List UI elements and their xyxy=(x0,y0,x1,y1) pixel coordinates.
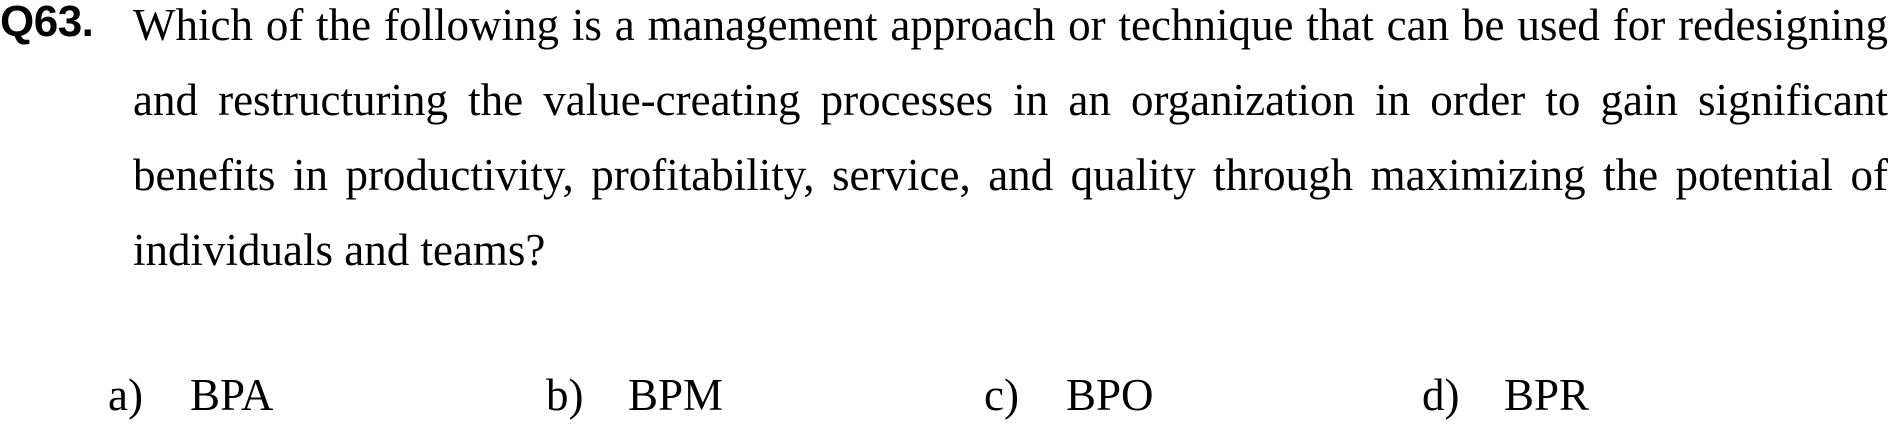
question-text: Which of the following is a management a… xyxy=(133,0,1888,275)
option-letter: a) xyxy=(108,370,143,420)
answer-options: a) BPA b) BPM c) BPO d) BPR xyxy=(0,365,1888,425)
option-letter: d) xyxy=(1422,370,1460,420)
question-number: Q63. xyxy=(0,0,94,46)
option-letter: b) xyxy=(546,370,584,420)
option-text: BPR xyxy=(1504,370,1590,420)
option-b: b) BPM xyxy=(546,365,723,425)
option-text: BPO xyxy=(1066,370,1154,420)
option-letter: c) xyxy=(984,370,1019,420)
option-c: c) BPO xyxy=(984,365,1154,425)
question-block: Q63. Which of the following is a managem… xyxy=(0,0,1888,275)
option-d: d) BPR xyxy=(1422,365,1589,425)
option-text: BPM xyxy=(628,370,724,420)
option-a: a) BPA xyxy=(108,365,273,425)
option-text: BPA xyxy=(190,370,274,420)
